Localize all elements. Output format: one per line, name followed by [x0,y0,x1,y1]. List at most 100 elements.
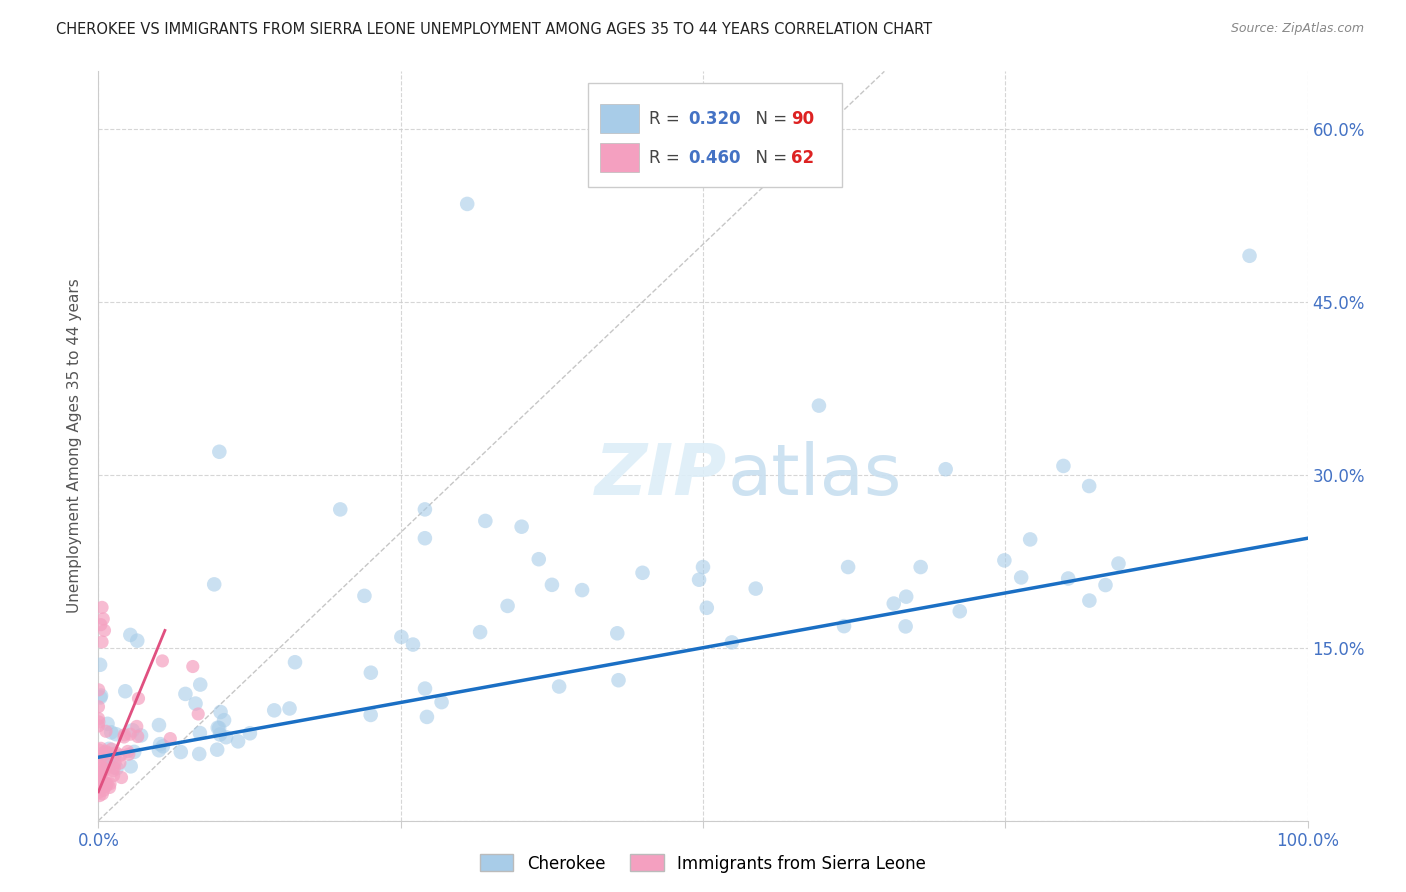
Y-axis label: Unemployment Among Ages 35 to 44 years: Unemployment Among Ages 35 to 44 years [67,278,83,614]
Point [110,748,132,763]
Point [91,787,114,801]
Text: R =: R = [648,110,685,128]
Point [87,712,110,726]
Point [226,734,249,748]
Point [607,673,630,688]
Point [468,625,491,640]
Point [120,727,142,741]
Point [87,719,110,733]
Point [188,747,211,761]
Point [1078,479,1101,493]
Point [209,705,232,719]
Point [114,684,136,698]
Text: CHEROKEE VS IMMIGRANTS FROM SIERRA LEONE UNEMPLOYMENT AMONG AGES 35 TO 44 YEARS : CHEROKEE VS IMMIGRANTS FROM SIERRA LEONE… [56,22,932,37]
Point [278,701,301,715]
Point [89,657,111,672]
Point [212,713,235,727]
Point [90,689,112,703]
Point [148,743,170,757]
Point [110,771,132,785]
Point [744,582,766,596]
Point [89,789,111,803]
FancyBboxPatch shape [588,83,842,187]
Point [87,743,110,757]
Point [456,197,478,211]
Point [993,553,1015,567]
Point [100,725,122,739]
Point [90,772,112,786]
Point [413,502,436,516]
Text: 90: 90 [792,110,814,128]
Point [91,612,114,626]
Point [97,742,120,756]
Point [883,597,905,611]
Text: atlas: atlas [727,442,901,510]
Point [148,718,170,732]
Point [121,723,143,738]
Point [402,638,425,652]
Point [87,699,110,714]
Point [174,687,197,701]
Point [208,721,231,735]
Point [87,682,110,697]
Point [112,730,135,744]
Point [98,780,121,795]
Point [910,560,932,574]
Point [89,775,111,789]
Point [159,731,181,746]
Text: N =: N = [745,149,793,167]
Bar [600,104,638,133]
Point [120,628,142,642]
Point [474,514,496,528]
Point [430,695,453,709]
Point [120,759,142,773]
Point [93,753,115,767]
Point [108,756,131,770]
Point [1019,533,1042,547]
Point [1078,593,1101,607]
Point [96,716,118,731]
Legend: Cherokee, Immigrants from Sierra Leone: Cherokee, Immigrants from Sierra Leone [474,847,932,880]
Point [101,764,124,778]
Point [105,761,128,775]
Point [91,600,114,615]
Point [1057,572,1080,586]
Point [89,690,111,705]
Point [263,703,285,717]
Point [90,770,112,784]
Point [125,719,148,733]
Point [510,519,533,533]
Point [112,728,135,742]
Point [93,775,115,789]
Point [97,758,120,772]
Point [896,590,918,604]
Point [188,726,211,740]
Point [98,777,121,791]
Point [103,768,125,782]
Point [949,604,972,618]
Point [87,714,110,729]
Point [93,746,115,760]
Text: ZIP: ZIP [595,442,727,510]
Point [93,763,115,777]
Point [527,552,550,566]
Point [1052,458,1074,473]
Point [353,589,375,603]
Point [97,752,120,766]
Text: Source: ZipAtlas.com: Source: ZipAtlas.com [1230,22,1364,36]
Point [87,785,110,799]
Point [105,727,128,741]
Point [94,779,117,793]
Point [389,630,412,644]
Text: 0.320: 0.320 [689,110,741,128]
Point [90,617,112,632]
Point [894,619,917,633]
Point [688,573,710,587]
Point [93,783,115,797]
Point [89,772,111,787]
Point [208,727,231,741]
Point [91,764,114,779]
Point [360,665,382,680]
Point [118,747,141,761]
Point [96,777,118,791]
